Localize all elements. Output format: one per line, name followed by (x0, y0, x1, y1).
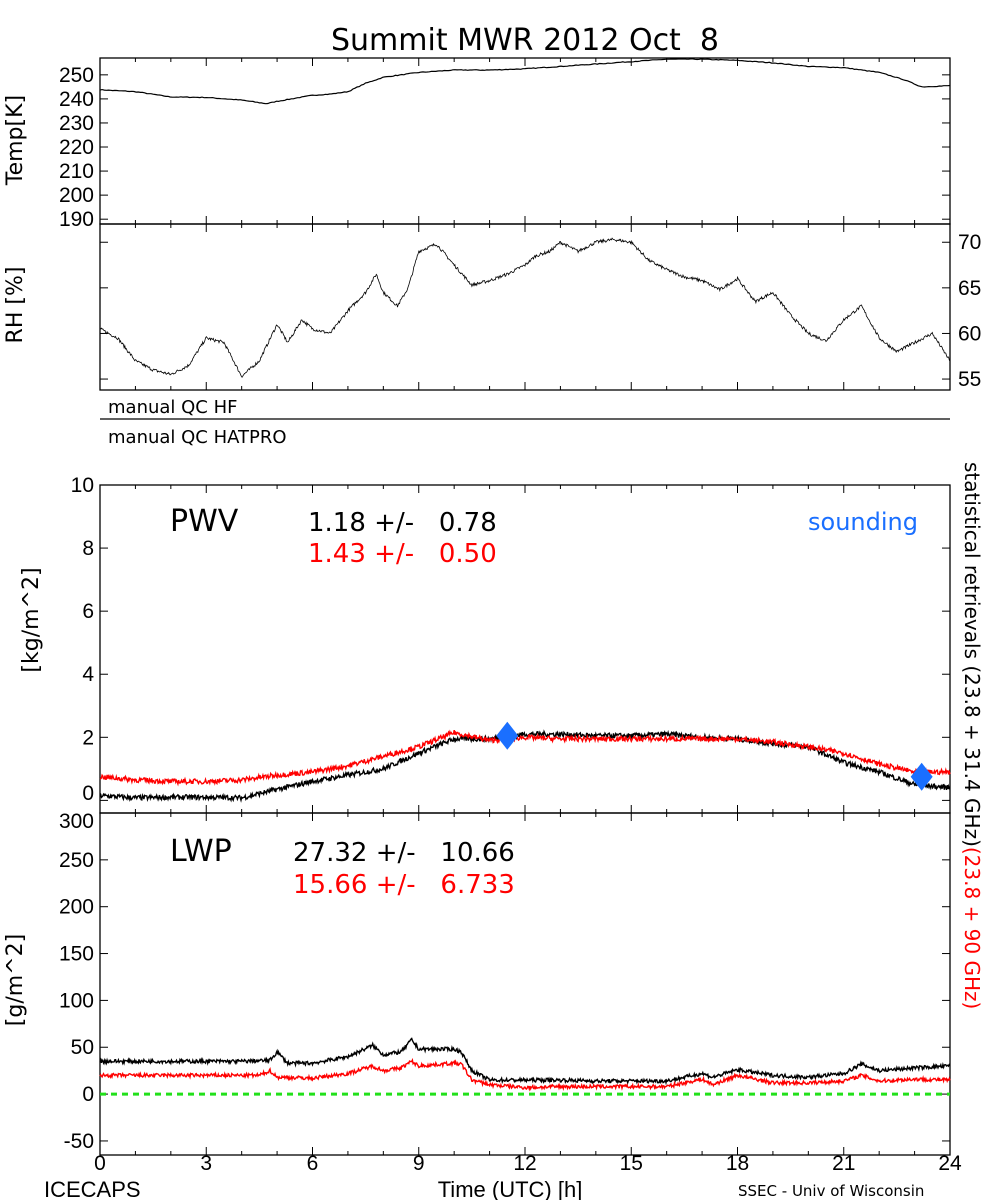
marks (99, 58, 951, 1096)
y-tick-label: 4 (82, 663, 94, 686)
x-tick-label: 0 (94, 1152, 106, 1175)
y-tick-label: 55 (958, 368, 981, 391)
x-tick-label: 18 (726, 1152, 749, 1175)
pwv-series-0 (99, 729, 951, 803)
footer-ssec: SSEC - Univ of Wisconsin (738, 1182, 924, 1200)
right-label-red: (23.8 + 90 GHz) (960, 847, 984, 1009)
temp-series-0 (99, 58, 951, 105)
y-tick-label: 250 (59, 849, 94, 872)
y-tick-label: 190 (59, 208, 94, 231)
lwp-ylabel: [g/m^2] (3, 934, 28, 1026)
rh-plot-frame (99, 223, 951, 391)
x-tick-label: 24 (938, 1152, 962, 1175)
pwv-panel-label: PWV (170, 504, 239, 539)
qc-hatpro-label: manual QC HATPRO (108, 427, 287, 448)
sounding-point (910, 762, 933, 791)
x-tick-label: 6 (307, 1152, 319, 1175)
y-tick-label: 200 (59, 896, 94, 919)
y-tick-label: 250 (59, 64, 94, 87)
y-tick-label: 70 (958, 231, 981, 254)
y-tick-label: 6 (82, 600, 94, 623)
y-tick-label: 150 (59, 943, 94, 966)
y-tick-label: 0 (82, 782, 94, 805)
rh-ylabel: RH [%] (3, 267, 28, 344)
x-tick-label: 9 (413, 1152, 425, 1175)
temp-plot-frame (99, 57, 951, 225)
sounding-point (496, 721, 519, 750)
y-tick-label: 240 (59, 88, 94, 111)
y-tick-label: 300 (59, 810, 94, 833)
x-tick-label: 15 (620, 1152, 643, 1175)
footer-icecaps: ICECAPS (44, 1177, 141, 1200)
sounding-legend: sounding (808, 508, 918, 536)
y-tick-label: 10 (71, 474, 94, 497)
y-tick-label: -50 (64, 1130, 94, 1153)
qc-hf-label: manual QC HF (108, 397, 237, 418)
axes: 190200210220230240250556065700246810-500… (59, 57, 981, 1175)
y-tick-label: 100 (59, 989, 94, 1012)
pwv-stats-black: 1.18 +/- 0.78 (308, 508, 497, 538)
lwp-series-0 (99, 1037, 951, 1086)
chart-title: Summit MWR 2012 Oct 8 (331, 23, 719, 58)
y-tick-label: 2 (82, 726, 94, 749)
pwv-ylabel: [kg/m^2] (19, 567, 44, 672)
y-tick-label: 200 (59, 184, 94, 207)
lwp-series-1 (99, 1057, 951, 1092)
y-tick-label: 50 (71, 1036, 94, 1059)
temp-ylabel: Temp[K] (3, 95, 28, 186)
y-tick-label: 0 (82, 1083, 94, 1106)
x-tick-label: 12 (513, 1152, 536, 1175)
rh-series-0 (99, 237, 951, 378)
lwp-stats-black: 27.32 +/- 10.66 (293, 838, 515, 868)
x-tick-label: 21 (832, 1152, 855, 1175)
lwp-stats-red: 15.66 +/- 6.733 (293, 870, 515, 900)
y-tick-label: 230 (59, 112, 94, 135)
pwv-series-1 (99, 729, 951, 787)
y-tick-label: 220 (59, 136, 94, 159)
y-tick-label: 65 (958, 277, 981, 300)
pwv-stats-red: 1.43 +/- 0.50 (308, 539, 497, 569)
right-label-black: statistical retrievals (23.8 + 31.4 GHz) (960, 462, 984, 847)
y-tick-label: 8 (82, 537, 94, 560)
right-axis-label: statistical retrievals (23.8 + 31.4 GHz)… (960, 462, 984, 1009)
y-tick-label: 60 (958, 322, 981, 345)
x-axis-label: Time (UTC) [h] (438, 1177, 583, 1200)
y-tick-label: 210 (59, 160, 94, 183)
lwp-panel-label: LWP (170, 834, 232, 869)
x-tick-label: 3 (200, 1152, 212, 1175)
